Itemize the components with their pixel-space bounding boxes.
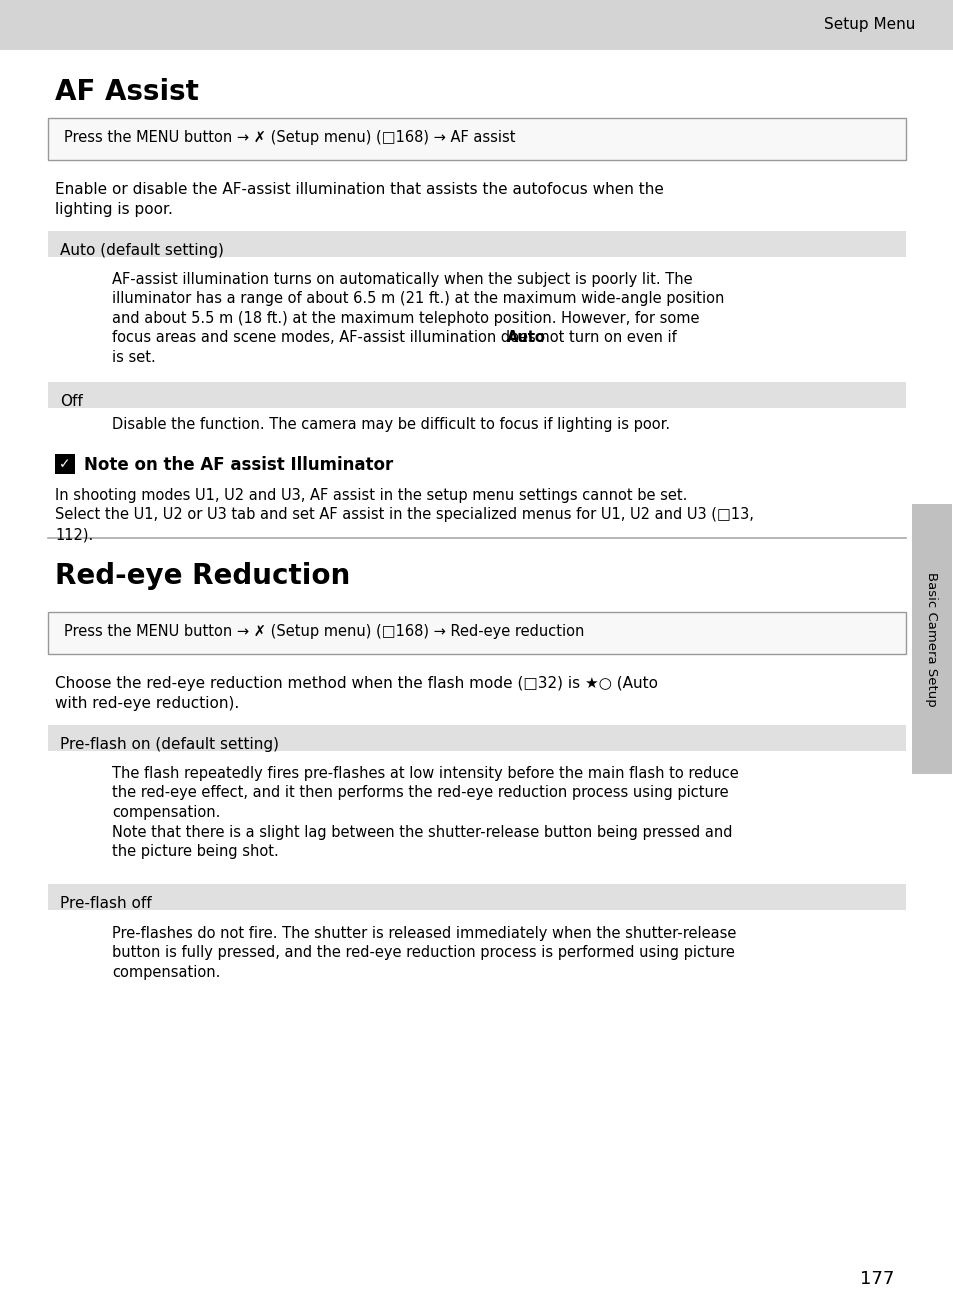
Text: Pre-flashes do not fire. The shutter is released immediately when the shutter-re: Pre-flashes do not fire. The shutter is … [112,926,736,941]
Text: In shooting modes U1, U2 and U3, AF assist in the setup menu settings cannot be : In shooting modes U1, U2 and U3, AF assi… [55,487,687,503]
Text: AF-assist illumination turns on automatically when the subject is poorly lit. Th: AF-assist illumination turns on automati… [112,272,692,286]
Text: Note that there is a slight lag between the shutter-release button being pressed: Note that there is a slight lag between … [112,824,732,840]
Text: Off: Off [60,394,83,409]
Text: Press the MENU button → ✗ (Setup menu) (□168) → AF assist: Press the MENU button → ✗ (Setup menu) (… [64,130,515,145]
Bar [48,118,905,160]
Text: compensation.: compensation. [112,964,220,980]
Text: focus areas and scene modes, AF-assist illumination does not turn on even if: focus areas and scene modes, AF-assist i… [112,331,680,346]
Bar [48,612,905,654]
Text: Enable or disable the AF-assist illumination that assists the autofocus when the: Enable or disable the AF-assist illumina… [55,183,663,197]
Text: Pre-flash off: Pre-flash off [60,896,152,911]
Text: 112).: 112). [55,527,93,541]
Text: 177: 177 [859,1271,893,1288]
Text: is set.: is set. [112,350,155,365]
Text: the red-eye effect, and it then performs the red-eye reduction process using pic: the red-eye effect, and it then performs… [112,786,728,800]
Text: Auto (default setting): Auto (default setting) [60,243,224,258]
Text: Red-eye Reduction: Red-eye Reduction [55,562,350,590]
Bar [0,0,953,50]
Bar [48,382,905,409]
Text: Disable the function. The camera may be difficult to focus if lighting is poor.: Disable the function. The camera may be … [112,417,669,432]
Bar [48,884,905,911]
Text: lighting is poor.: lighting is poor. [55,202,172,217]
Text: illuminator has a range of about 6.5 m (21 ft.) at the maximum wide-angle positi: illuminator has a range of about 6.5 m (… [112,292,723,306]
Text: with red-eye reduction).: with red-eye reduction). [55,696,239,711]
Text: ✓: ✓ [59,457,71,470]
Text: Basic Camera Setup: Basic Camera Setup [924,572,938,707]
Text: and about 5.5 m (18 ft.) at the maximum telephoto position. However, for some: and about 5.5 m (18 ft.) at the maximum … [112,311,699,326]
Bar [48,725,905,752]
Text: the picture being shot.: the picture being shot. [112,844,278,859]
Text: compensation.: compensation. [112,805,220,820]
Text: Auto: Auto [506,331,545,346]
Text: Press the MENU button → ✗ (Setup menu) (□168) → Red-eye reduction: Press the MENU button → ✗ (Setup menu) (… [64,624,584,639]
Text: Choose the red-eye reduction method when the flash mode (□32) is ★○ (Auto: Choose the red-eye reduction method when… [55,675,658,691]
Text: Pre-flash on (default setting): Pre-flash on (default setting) [60,737,278,752]
Bar [55,455,75,474]
Text: Setup Menu: Setup Menu [823,17,915,33]
Text: Note on the AF assist Illuminator: Note on the AF assist Illuminator [84,456,393,474]
Bar [911,505,951,774]
Text: The flash repeatedly fires pre-flashes at low intensity before the main flash to: The flash repeatedly fires pre-flashes a… [112,766,738,781]
Text: Select the U1, U2 or U3 tab and set AF assist in the specialized menus for U1, U: Select the U1, U2 or U3 tab and set AF a… [55,507,753,523]
Text: AF Assist: AF Assist [55,78,198,106]
Bar [48,231,905,258]
Text: button is fully pressed, and the red-eye reduction process is performed using pi: button is fully pressed, and the red-eye… [112,946,734,961]
